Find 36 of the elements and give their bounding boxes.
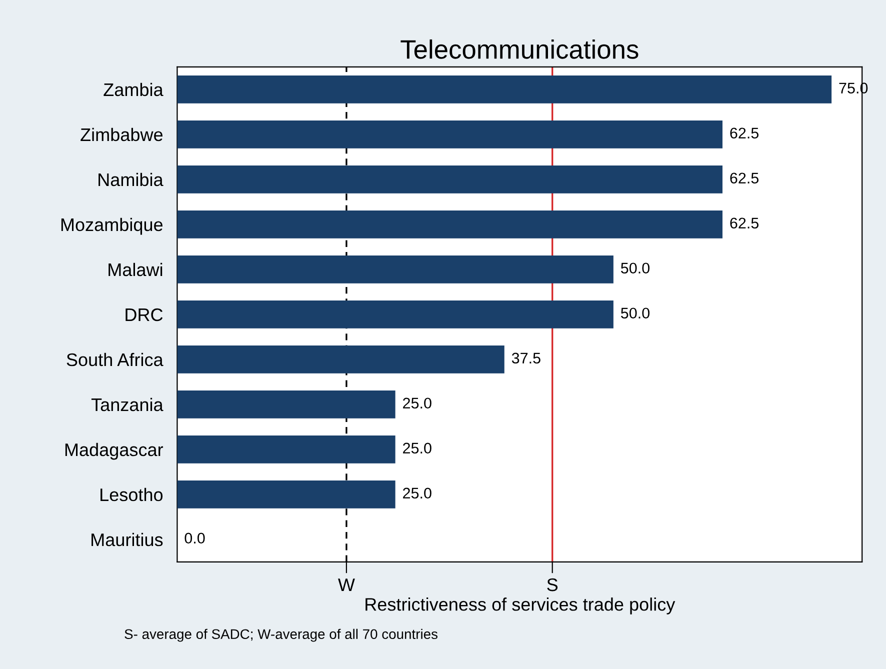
data-label: 62.5 — [730, 128, 759, 139]
data-label: 50.0 — [620, 262, 650, 274]
bar — [177, 165, 722, 194]
data-label: 25.0 — [403, 442, 432, 454]
y-tick-label: DRC — [126, 308, 163, 322]
bar — [177, 390, 396, 418]
x-axis-title: Restrictiveness of services trade policy — [366, 598, 676, 614]
bar — [177, 255, 614, 284]
y-tick-label: Lesotho — [100, 488, 163, 502]
y-tick-label: Madagascar — [65, 442, 164, 460]
data-label: 50.0 — [620, 308, 650, 319]
y-tick-label: Namibia — [98, 172, 164, 186]
text: S- average of SADC; W-average of all 70 countries — [124, 628, 438, 642]
ref-line-label: W — [338, 578, 355, 592]
y-tick-label: Malawi — [108, 262, 162, 276]
bar — [177, 120, 722, 148]
data-label: 25.0 — [403, 398, 432, 409]
data-label: 62.5 — [730, 172, 759, 184]
bar — [177, 75, 832, 104]
bar — [177, 435, 396, 464]
bar — [177, 345, 504, 374]
data-label: 0.0 — [184, 532, 205, 544]
y-tick-label: South Africa — [66, 352, 164, 366]
data-label: 62.5 — [730, 218, 759, 229]
data-label: 37.5 — [512, 352, 540, 364]
bar — [177, 480, 396, 508]
y-tick-label: Mauritius — [92, 532, 163, 546]
bar — [177, 300, 614, 328]
y-tick-label: Zimbabwe — [80, 128, 163, 142]
chart-title: Telecommunications — [400, 39, 638, 59]
bar — [177, 210, 722, 238]
ref-line-label: S — [547, 578, 558, 592]
y-tick-label: Mozambique — [61, 218, 163, 235]
y-tick-label: Tanzania — [91, 398, 164, 412]
data-label: 25.0 — [403, 488, 432, 499]
y-tick-label: Zambia — [104, 82, 164, 96]
